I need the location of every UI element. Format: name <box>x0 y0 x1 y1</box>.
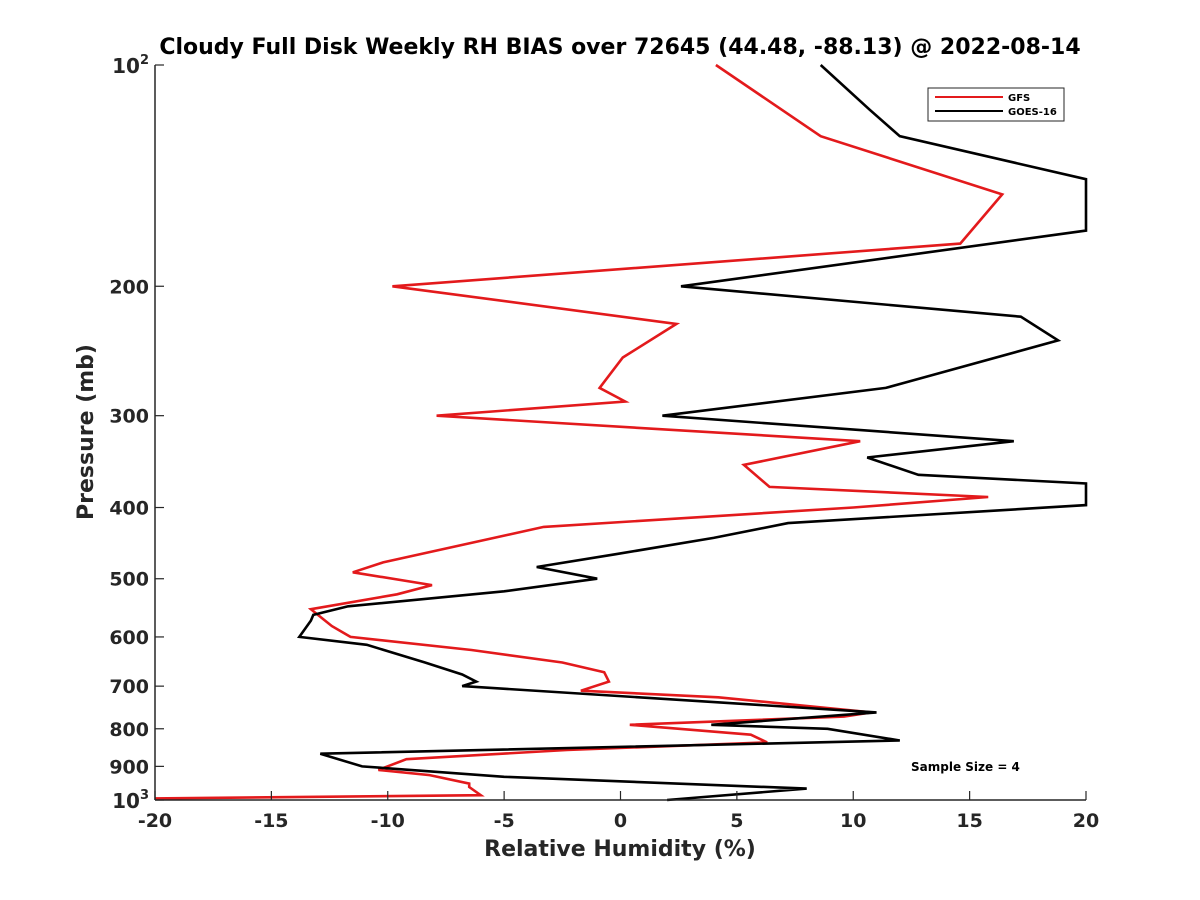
legend-box <box>927 87 1065 122</box>
y-tick-label-exponent: 2 <box>140 53 149 68</box>
y-axis-label: Pressure (mb) <box>74 344 99 520</box>
y-tick-label-power: 103 <box>112 788 149 813</box>
y-tick-label-power: 102 <box>112 53 149 78</box>
y-tick-label: 400 <box>109 498 149 520</box>
x-tick-label: 15 <box>956 810 982 832</box>
legend: GFS GOES-16 <box>927 87 1065 122</box>
x-tick-label: 20 <box>1073 810 1099 832</box>
chart-title: Cloudy Full Disk Weekly RH BIAS over 726… <box>159 35 1080 60</box>
x-tick-label: -10 <box>371 810 405 832</box>
x-axis-label: Relative Humidity (%) <box>484 837 756 862</box>
y-tick-label: 500 <box>109 569 149 591</box>
sample-size-annotation: Sample Size = 4 <box>911 760 1020 774</box>
x-tick-label: -20 <box>138 810 172 832</box>
series-line-goes16 <box>296 64 1088 802</box>
y-tick-label: 200 <box>109 276 149 298</box>
x-tick-label: -15 <box>254 810 288 832</box>
y-tick-label-exponent: 3 <box>140 788 149 803</box>
y-tick-label: 800 <box>109 719 149 741</box>
x-tick-label: 10 <box>840 810 866 832</box>
x-tick-label: -5 <box>494 810 515 832</box>
x-tick-label: 0 <box>614 810 627 832</box>
y-tick-label: 600 <box>109 627 149 649</box>
y-tick-label-base: 10 <box>112 789 140 813</box>
y-tick-label: 300 <box>109 406 149 428</box>
x-axis-ticks: -20 -15 -10 -5 0 5 10 15 20 <box>138 791 1099 832</box>
y-tick-label: 700 <box>109 676 149 698</box>
x-tick-label: 5 <box>730 810 743 832</box>
plot-area <box>154 63 1088 802</box>
y-tick-label: 900 <box>109 756 149 778</box>
legend-label-goes16: GOES-16 <box>1008 107 1057 118</box>
legend-label-gfs: GFS <box>1008 93 1030 104</box>
y-tick-label-base: 10 <box>112 54 140 78</box>
